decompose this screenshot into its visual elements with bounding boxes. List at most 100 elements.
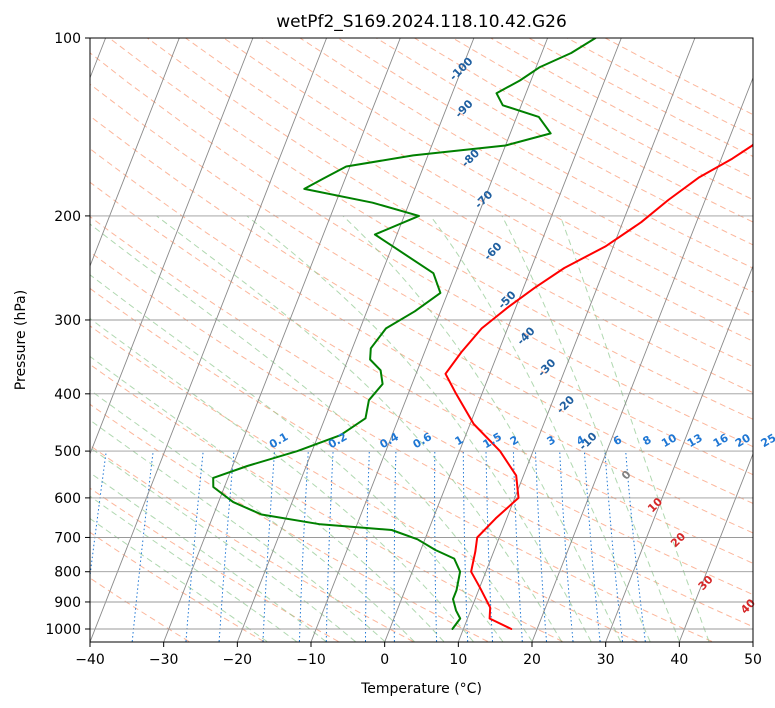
isotherm-label: -30 — [535, 356, 558, 379]
mixing-ratio-label: 3 — [545, 433, 558, 448]
dry-adiabat-line — [90, 325, 638, 642]
dry-adiabat-line — [490, 38, 753, 179]
moist-adiabat-line — [501, 215, 680, 642]
isotherm-line — [679, 452, 753, 642]
dry-adiabat-line — [90, 148, 753, 534]
dry-adiabat-line — [90, 487, 339, 642]
mixing-ratio-label: 20 — [733, 431, 753, 450]
isotherm-line — [384, 38, 622, 642]
x-axis: −40 −30 −20 −10 0 10 20 30 40 50 — [75, 642, 762, 668]
mixing-ratio-label: 13 — [685, 431, 705, 450]
isotherm-line — [163, 38, 401, 642]
dry-adiabat-line — [337, 38, 753, 269]
x-tick-label: 50 — [744, 652, 762, 668]
dry-adiabat-label: 40 — [738, 596, 758, 616]
moist-adiabat-line — [90, 274, 504, 642]
y-tick-label: 200 — [54, 209, 81, 225]
x-axis-title: Temperature (°C) — [360, 681, 482, 697]
temperature-profile-line — [444, 143, 753, 630]
isotherm-label: -40 — [514, 324, 537, 347]
moist-adiabat-line — [90, 317, 474, 642]
moist-adiabat-line — [90, 355, 445, 642]
mixing-ratio-line — [462, 451, 469, 642]
dry-adiabat-label: 30 — [696, 573, 716, 593]
mixing-ratio-line — [559, 451, 574, 642]
dry-adiabat-line — [90, 363, 563, 642]
y-tick-label: 900 — [54, 595, 81, 611]
isotherm-line — [310, 38, 549, 642]
plot-frame — [89, 37, 754, 643]
isotherm-line — [90, 38, 180, 268]
line-labels: -100-90-80-70-60-50-40-30-20-10010203040… — [267, 54, 775, 616]
y-tick-label: 400 — [54, 387, 81, 403]
x-tick-label: 30 — [597, 652, 615, 668]
mixing-ratio-line — [262, 451, 276, 642]
x-tick-label: 20 — [523, 652, 541, 668]
mixing-ratio-label: 0.1 — [267, 430, 290, 451]
isotherm-label: -90 — [452, 97, 475, 120]
dry-adiabat-line — [90, 251, 753, 628]
y-tick-label: 100 — [54, 31, 81, 47]
grid-lines — [90, 38, 753, 642]
moist-adiabat-line — [90, 472, 327, 642]
dry-adiabat-label: 0 — [619, 468, 634, 483]
dewpoint-profile-line — [212, 38, 597, 630]
y-tick-label: 800 — [54, 565, 81, 581]
x-tick-label: 10 — [449, 652, 467, 668]
y-tick-label: 700 — [54, 530, 81, 546]
isotherm-line — [90, 38, 254, 456]
dry-adiabat-line — [90, 531, 264, 642]
isotherm-line — [531, 76, 753, 642]
dry-adiabat-line — [90, 287, 713, 642]
y-tick-label: 300 — [54, 313, 81, 329]
moist-adiabat-line — [430, 215, 651, 642]
dry-adiabat-line — [299, 38, 753, 293]
x-tick-label: 40 — [670, 652, 688, 668]
dry-adiabat-line — [90, 215, 753, 596]
moist-adiabat-line — [559, 215, 710, 642]
x-tick-label: −40 — [75, 652, 105, 668]
dry-adiabat-line — [147, 38, 753, 394]
isotherm-label: -100 — [447, 54, 476, 83]
x-tick-label: −20 — [223, 652, 253, 668]
mixing-ratio-label: 8 — [640, 433, 653, 448]
mixing-ratio-label: 0.4 — [378, 430, 402, 451]
isotherm-line — [458, 38, 696, 642]
x-tick-label: 0 — [380, 652, 389, 668]
y-axis: 100 200 300 400 500 600 700 800 900 1000 — [45, 31, 90, 638]
dry-adiabat-line — [566, 38, 753, 136]
x-tick-label: −30 — [149, 652, 179, 668]
mixing-ratio-line — [604, 451, 623, 642]
moist-adiabat-line — [90, 446, 356, 642]
isotherm-label: -20 — [554, 393, 577, 416]
moist-adiabat-line — [90, 223, 533, 642]
dry-adiabat-line — [90, 181, 753, 564]
dry-adiabat-line — [223, 38, 753, 342]
y-tick-label: 500 — [54, 444, 81, 460]
moist-adiabat-line — [156, 215, 563, 642]
dry-adiabat-line — [452, 38, 753, 201]
y-tick-label: 1000 — [45, 622, 81, 638]
isotherm-line — [237, 38, 475, 642]
mixing-ratio-label: 10 — [659, 431, 679, 450]
mixing-ratio-label: 1.5 — [481, 430, 504, 451]
y-axis-title: Pressure (hPa) — [13, 290, 29, 390]
mixing-ratio-label: 25 — [759, 431, 775, 450]
background-lines — [90, 38, 753, 642]
isotherm-line — [605, 264, 753, 642]
moist-adiabat-line — [90, 495, 297, 642]
mixing-ratio-label: 0.2 — [326, 430, 349, 451]
isotherm-label: -60 — [481, 240, 504, 263]
mixing-ratio-line — [325, 451, 334, 642]
dry-adiabat-line — [90, 444, 414, 642]
mixing-ratio-label: 16 — [711, 431, 731, 450]
profile-lines — [212, 38, 753, 630]
x-tick-label: −10 — [296, 652, 326, 668]
mixing-ratio-line — [365, 451, 370, 642]
dry-adiabat-line — [90, 52, 753, 448]
y-tick-label: 600 — [54, 491, 81, 507]
dry-adiabat-line — [108, 38, 753, 420]
mixing-ratio-label: 0.6 — [411, 430, 435, 451]
mixing-ratio-line — [625, 451, 646, 642]
